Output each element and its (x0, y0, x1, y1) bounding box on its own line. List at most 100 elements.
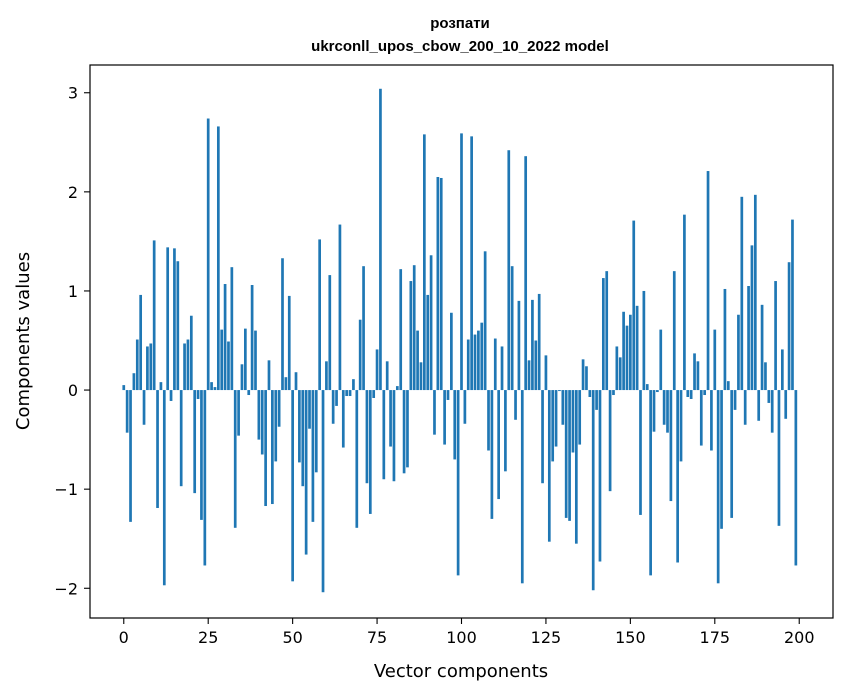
bar (683, 214, 686, 391)
bar (720, 390, 723, 529)
y-tick-label: 3 (68, 84, 78, 103)
bar (122, 385, 126, 391)
bar (487, 390, 490, 451)
bar (166, 247, 170, 391)
bar (737, 314, 740, 391)
bar (264, 390, 267, 507)
bar (780, 349, 784, 391)
bar (601, 278, 605, 391)
bar (595, 390, 598, 410)
bar (517, 300, 521, 391)
x-tick-label: 175 (700, 628, 731, 647)
bar (250, 285, 254, 391)
bar (635, 305, 639, 391)
bar (189, 315, 193, 391)
bar (267, 360, 271, 391)
bar (206, 118, 210, 391)
bar (196, 390, 200, 399)
bar (656, 390, 659, 393)
bar (578, 390, 582, 445)
bar (287, 295, 291, 391)
bar (159, 382, 163, 391)
bar (693, 353, 696, 391)
x-axis-label: Vector components (374, 661, 548, 682)
bar (581, 359, 585, 391)
bar (460, 133, 463, 391)
y-axis-ticks: −2 −1 0 1 2 3 (54, 84, 90, 598)
bar (146, 346, 149, 391)
bar (615, 346, 619, 391)
bar (406, 390, 409, 468)
bar (453, 390, 457, 460)
bar (311, 390, 315, 522)
bar (649, 390, 652, 576)
bar (193, 390, 197, 494)
bar (480, 322, 484, 391)
bar (135, 339, 139, 391)
y-tick-label: −1 (54, 480, 78, 499)
bar (625, 325, 629, 391)
bar (385, 361, 389, 391)
bar (237, 390, 240, 436)
y-tick-label: 0 (68, 381, 78, 400)
bar (686, 390, 690, 397)
bar (129, 390, 132, 522)
bar (672, 271, 676, 391)
bar (659, 329, 663, 391)
bar (200, 390, 203, 520)
bar (669, 390, 673, 502)
bar (551, 390, 555, 462)
bar (561, 390, 565, 425)
plot-frame (89, 64, 834, 619)
bar (490, 390, 494, 519)
bar (429, 255, 433, 391)
bar (301, 390, 305, 487)
bar (443, 390, 446, 445)
bar (534, 340, 538, 391)
bar (743, 390, 747, 425)
bar (419, 362, 423, 391)
bar (362, 266, 365, 391)
bar (608, 390, 612, 492)
x-axis-ticks: 0 25 50 75 100 125 150 175 200 (119, 618, 815, 647)
bar (426, 294, 430, 391)
bar (524, 156, 528, 391)
bar (764, 362, 767, 391)
bar (473, 334, 477, 391)
bar (510, 266, 514, 391)
bar (574, 390, 578, 544)
bar (227, 341, 230, 391)
bar (794, 390, 798, 566)
bar (156, 390, 159, 508)
bar (726, 381, 730, 391)
bar (331, 390, 335, 424)
bar (274, 390, 278, 462)
bar (747, 286, 750, 391)
bar (699, 390, 703, 446)
bar (710, 390, 713, 451)
bar (240, 364, 244, 391)
bar (791, 219, 794, 391)
bar (125, 390, 129, 433)
bar (277, 390, 281, 427)
bar (409, 281, 413, 391)
bar (260, 390, 264, 455)
bar (186, 339, 190, 391)
bar (433, 390, 436, 435)
bar (321, 390, 325, 593)
bar (338, 224, 342, 391)
x-tick-label: 125 (531, 628, 562, 647)
bar (645, 384, 649, 391)
bar (706, 171, 710, 391)
bar (244, 328, 247, 391)
bar (500, 346, 504, 391)
bar (450, 312, 453, 391)
bar (173, 248, 176, 391)
bar (466, 339, 470, 391)
bar (504, 390, 507, 472)
bar (213, 387, 217, 391)
bar (770, 390, 774, 433)
bar (568, 390, 571, 521)
y-tick-label: −2 (54, 579, 78, 598)
bar (750, 245, 754, 391)
